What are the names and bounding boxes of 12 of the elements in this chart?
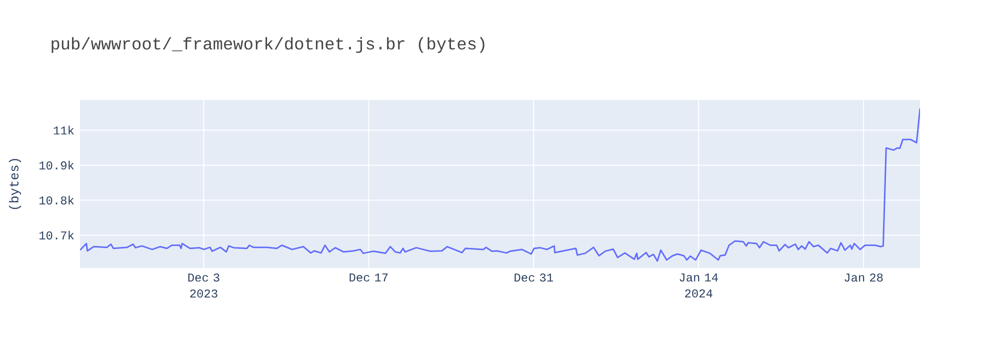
y-tick-label: 10.9k [39,160,74,170]
y-tick-label: 10.8k [39,196,74,204]
x-tick-label: Jan 28 [844,274,883,282]
x-tick-label: Dec 17 [350,274,388,282]
y-tick-label: 10.7k [39,230,74,240]
line-series [80,108,920,262]
x-tick-label: Dec 3 2023 [188,274,220,298]
chart-title: pub/wwwroot/_framework/dotnet.js.br (bytes) [52,37,484,53]
y-tick-label: 11k [54,126,74,134]
x-tick-label: Dec 31 [514,274,553,282]
x-tick-label: Jan 14 2024 [680,274,718,298]
y-axis-title: (bytes) [8,158,22,210]
